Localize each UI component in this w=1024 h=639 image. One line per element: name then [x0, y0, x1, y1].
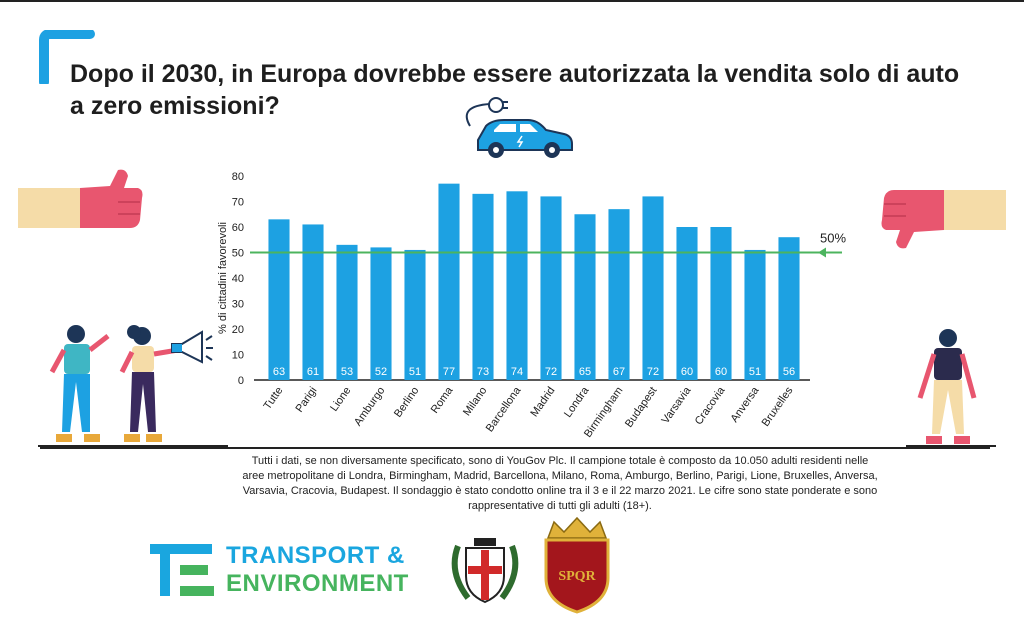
bar: [676, 227, 698, 380]
data-label: 63: [273, 366, 285, 378]
bar: [608, 209, 630, 380]
y-tick-label: 30: [232, 299, 244, 311]
te-mark-icon: [150, 544, 214, 596]
x-tick-label: Bruxelles: [760, 384, 796, 428]
data-label: 61: [307, 366, 319, 378]
data-label: 56: [783, 366, 795, 378]
chart-title: Dopo il 2030, in Europa dovrebbe essere …: [70, 58, 970, 122]
x-tick-label: Milano: [461, 385, 489, 418]
reference-arrow-icon: [818, 247, 826, 258]
y-tick-label: 0: [238, 375, 244, 387]
bar: [710, 227, 732, 380]
bar: [574, 214, 596, 380]
bar: [336, 244, 358, 380]
bar: [642, 196, 664, 380]
x-tick-label: Madrid: [528, 385, 557, 419]
bar: [370, 247, 392, 380]
x-tick-label: Berlino: [392, 385, 421, 420]
data-label: 51: [409, 366, 421, 378]
x-tick-label: Lione: [328, 385, 353, 414]
baseline-divider: [40, 447, 990, 449]
data-label: 52: [375, 366, 387, 378]
x-tick-label: Varsavia: [660, 384, 694, 426]
data-label: 65: [579, 366, 591, 378]
bar: [540, 196, 562, 380]
title-line-2: a zero emissioni?: [70, 92, 280, 120]
y-tick-label: 20: [232, 324, 244, 336]
data-label: 60: [681, 366, 693, 378]
y-tick-label: 10: [232, 350, 244, 362]
data-label: 67: [613, 366, 625, 378]
reference-label: 50%: [820, 231, 846, 246]
y-tick-label: 80: [232, 171, 244, 183]
x-tick-label: Tutte: [261, 385, 285, 412]
thumbs-down-icon: [881, 190, 1006, 249]
y-tick-label: 40: [232, 273, 244, 285]
bar-chart: % di cittadini favorevoli 0 10 20 30 40 50 60 70…: [217, 171, 846, 440]
data-label: 51: [749, 366, 761, 378]
bar: [506, 191, 528, 380]
bar: [302, 224, 324, 380]
te-logo-line2: ENVIRONMENT: [226, 570, 409, 597]
megaphone-icon: [171, 330, 213, 364]
top-border: [0, 0, 1024, 2]
data-label: 74: [511, 366, 523, 378]
data-label: 77: [443, 366, 455, 378]
corner-bracket-icon: [39, 30, 95, 84]
y-tick-label: 50: [232, 248, 244, 260]
title-line-1: Dopo il 2030, in Europa dovrebbe essere …: [70, 60, 960, 88]
bar: [744, 249, 766, 380]
bar: [778, 237, 800, 380]
x-tick-label: Barcellona: [484, 384, 524, 434]
milano-crest-icon: [451, 538, 519, 604]
x-tick-label: Parigi: [293, 385, 319, 415]
x-tick-label: Anversa: [728, 384, 761, 425]
x-tick-label: Amburgo: [352, 385, 387, 428]
data-label: 73: [477, 366, 489, 378]
bar: [404, 249, 426, 380]
x-tick-label: Cracovia: [693, 384, 728, 427]
person-illustration: [906, 329, 996, 447]
electric-car-icon: [465, 97, 573, 158]
source-note: Tutti i dati, se non diversamente specif…: [242, 455, 878, 512]
roma-crest-text: SPQR: [558, 569, 596, 584]
data-label: 53: [341, 366, 353, 378]
data-label: 72: [545, 366, 557, 378]
y-axis-label: % di cittadini favorevoli: [217, 222, 229, 334]
bar: [268, 219, 290, 380]
x-tick-label: Londra: [562, 384, 592, 420]
bar: [438, 183, 460, 380]
data-label: 60: [715, 366, 727, 378]
te-logo-line1: TRANSPORT &: [226, 542, 405, 569]
thumbs-up-icon: [18, 169, 143, 228]
roma-crest-icon: SPQR: [544, 516, 610, 614]
transport-environment-logo: TRANSPORT & ENVIRONMENT: [150, 540, 430, 600]
x-tick-label: Budapest: [623, 385, 659, 430]
x-tick-label: Roma: [429, 384, 456, 416]
data-label: 72: [647, 366, 659, 378]
y-tick-label: 60: [232, 222, 244, 234]
bar: [472, 193, 494, 380]
y-tick-label: 70: [232, 197, 244, 209]
